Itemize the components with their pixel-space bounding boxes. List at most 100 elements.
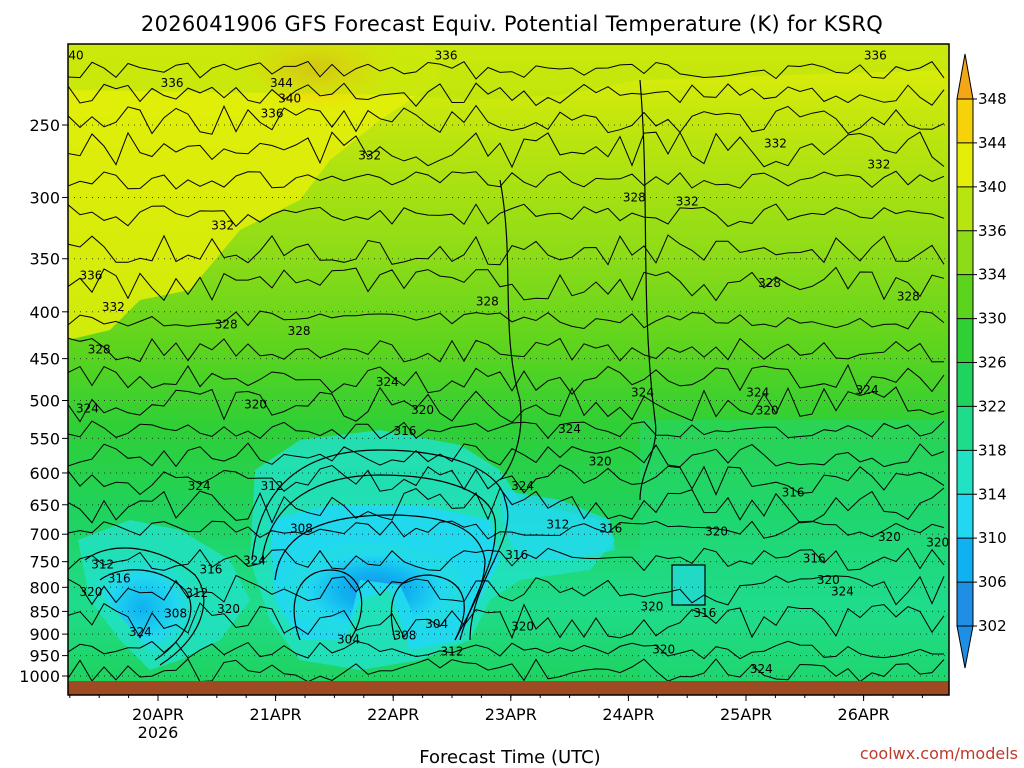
contour-label: 312 [91, 557, 114, 571]
contour-line [84, 547, 205, 666]
contour-label: 324 [243, 554, 266, 568]
contour-line [68, 658, 945, 681]
contour-label: 320 [511, 620, 534, 634]
contour-label: 324 [511, 479, 534, 493]
contour-label: 332 [676, 194, 699, 208]
contour-line [68, 547, 945, 572]
contour-line [68, 104, 945, 135]
colorbar-label: 322 [978, 397, 1007, 415]
contour-line [68, 363, 945, 396]
contour-label: 340 [278, 92, 301, 106]
contour-line [671, 564, 706, 606]
chart-title: 2026041906 GFS Forecast Equiv. Potential… [141, 12, 883, 36]
contour-label: 316 [599, 522, 622, 536]
contour-line [274, 514, 486, 641]
contour-label: 320 [878, 530, 901, 544]
colorbar-label: 348 [978, 90, 1007, 108]
contour-label: 320 [926, 536, 949, 550]
contour-label: 320 [756, 404, 779, 418]
contour-label: 320 [652, 642, 675, 656]
contour-line [68, 131, 945, 169]
mid-cyan-right-lobe [500, 490, 615, 560]
contour-line [68, 310, 945, 330]
y-tick-label: 300 [29, 188, 60, 207]
colorbar-top-arrow [956, 53, 974, 100]
ground-strip [68, 681, 949, 695]
warm-top-left-region [68, 44, 440, 340]
contour-line [68, 337, 945, 363]
x-axis: 20APR 21APR 22APR 23APR 24APR 25APR 26APR [69, 695, 923, 724]
contour-label: 328 [623, 190, 646, 204]
colorbar-label: 302 [978, 617, 1007, 635]
contour-line [68, 386, 945, 424]
contour-line [99, 569, 192, 661]
colorbar-label: 334 [978, 266, 1007, 284]
y-tick-label: 250 [29, 116, 60, 135]
cold-core-deep [280, 540, 470, 640]
contour-label: 328 [88, 343, 111, 357]
y-tick-label: 800 [29, 578, 60, 597]
contour-label: 324 [558, 422, 581, 436]
x-tick-label: 23APR [485, 705, 537, 724]
colorbar-label: 336 [978, 222, 1007, 240]
x-tick-label: 20APR [132, 705, 184, 724]
contour-label: 304 [337, 632, 360, 646]
contour-line [68, 520, 945, 540]
y-tick-label: 1000 [19, 667, 60, 686]
y-tick-label: 750 [29, 553, 60, 572]
x-tick-label: 21APR [250, 705, 302, 724]
colorbar-segment [957, 230, 973, 275]
contour-label: 320 [640, 600, 663, 614]
contour-line [68, 203, 945, 228]
contour-label: 336 [864, 49, 887, 63]
colorbar-label: 306 [978, 573, 1007, 591]
field-layers [68, 44, 949, 681]
y-tick-label: 700 [29, 525, 60, 544]
colorbar-label: 310 [978, 529, 1007, 547]
contour-label: 320 [705, 524, 728, 538]
contour-label: 320 [80, 585, 103, 599]
colorbar-segment [957, 494, 973, 539]
x-tick-label: 22APR [367, 705, 419, 724]
small-cold-box [672, 565, 705, 605]
x-tick-label: 25APR [720, 705, 772, 724]
x-tick-label: 26APR [838, 705, 890, 724]
contour-label: 316 [199, 563, 222, 577]
contour-lines [68, 60, 945, 681]
contour-label: 324 [188, 479, 211, 493]
contour-label: 316 [803, 551, 826, 565]
colorbar-segment [957, 186, 973, 231]
contour-label: 328 [476, 295, 499, 309]
contour-label: 324 [750, 662, 773, 676]
colorbar-segment [957, 582, 973, 626]
contour-label: 336 [80, 268, 103, 282]
colorbar-label: 314 [978, 485, 1007, 503]
y-tick-label: 450 [29, 350, 60, 369]
contour-label: 324 [746, 385, 769, 399]
colorbar-bottom-arrow [956, 625, 974, 669]
plot-frame [67, 43, 950, 696]
contour-label: 304 [425, 617, 448, 631]
contour-label: 312 [441, 644, 464, 658]
contour-line [261, 474, 497, 641]
contour-label: 328 [215, 318, 238, 332]
contour-label: 324 [376, 375, 399, 389]
colorbar-segment [957, 362, 973, 407]
colorbar-segment [957, 538, 973, 583]
credit-link[interactable]: coolwx.com/models [860, 744, 1018, 763]
x-tick-label: 24APR [602, 705, 654, 724]
colorbar: 302 306 310 314 318 322 326 330 334 336 340 344 348 [956, 53, 1007, 669]
contour-label: 324 [831, 584, 854, 598]
colorbar-segment [957, 450, 973, 495]
contour-line [499, 179, 522, 481]
contour-label: 320 [817, 573, 840, 587]
contour-label: 320 [411, 403, 434, 417]
colorbar-segment [957, 99, 973, 143]
contour-label: 340 [61, 49, 84, 63]
colorbar-label: 330 [978, 310, 1007, 328]
colorbar-segment [957, 274, 973, 319]
y-tick-label: 400 [29, 303, 60, 322]
contour-label: 308 [394, 628, 417, 642]
contour-line [68, 266, 945, 302]
